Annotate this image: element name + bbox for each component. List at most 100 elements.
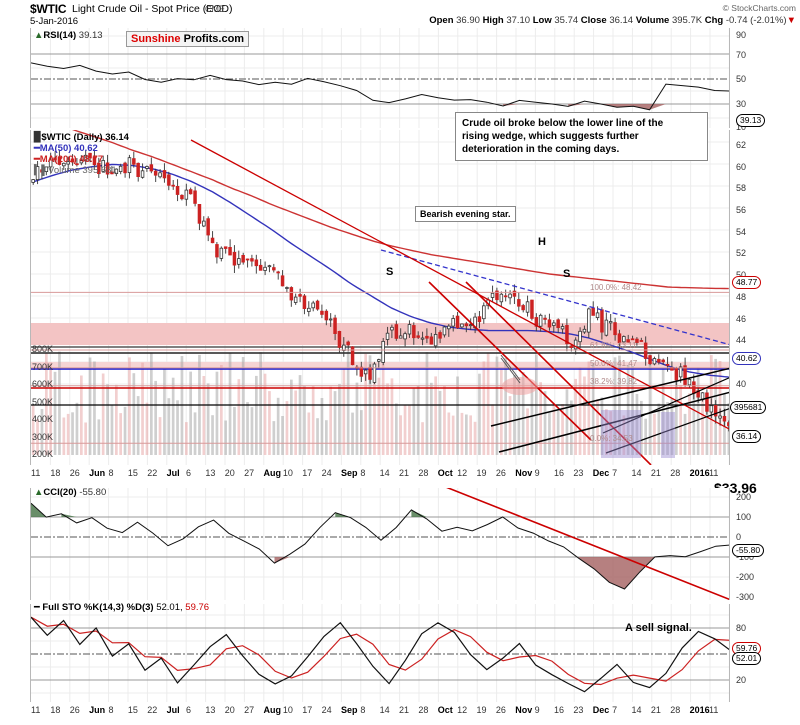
x-axis-tick-label: 26 (69, 705, 80, 715)
x-axis-tick-label: 14 (379, 705, 390, 715)
x-axis-tick-label: 13 (205, 468, 216, 478)
symbol-description: Light Crude Oil - Spot Price (EOD) (72, 3, 233, 15)
x-axis-tick-label: 8 (360, 468, 366, 478)
x-axis-tick-label: Jun (89, 705, 106, 715)
evening-star-highlight (502, 377, 538, 395)
sto-line-icon: ━ (34, 602, 40, 613)
ma200-value-tag: 48.77 (732, 276, 762, 289)
x-axis-tick-label: Jul (166, 705, 180, 715)
open-value: 36.90 (456, 15, 480, 26)
axis-tick-label: 200 (736, 492, 752, 502)
stockcharts-credit: © StockCharts.com (722, 3, 796, 13)
x-axis-tick-label: 23 (573, 468, 584, 478)
axis-tick-label: 48 (736, 291, 747, 302)
cci-legend-name: CCI(20) (43, 487, 77, 498)
axis-tick-label: 50 (736, 74, 747, 84)
axis-tick-label: 50 (736, 270, 746, 280)
low-label: Low (532, 15, 552, 26)
cci-panel: ▲CCI(20) -55.80 200 100 0 -100 -200 -300 -55.… (30, 487, 765, 602)
x-axis-tick-label: 28 (670, 468, 681, 478)
price-legend-row-2: ━MA(200) 48.77 (34, 154, 129, 165)
cci-sparkline-icon: ▲ (34, 487, 44, 498)
evening-star-annotation: Bearish evening star. (415, 206, 516, 222)
ohlc-quote-bar: Open 36.90 High 37.10 Low 35.74 Close 36… (429, 15, 796, 26)
low-value: 35.74 (554, 15, 579, 26)
x-axis-tick-label: 28 (670, 705, 681, 715)
volume-value: 395.7K (671, 15, 703, 26)
cci-legend-value: -55.80 (79, 487, 107, 498)
x-axis-tick-label: Jul (166, 468, 180, 478)
x-axis-tick-label: 6 (185, 468, 191, 478)
axis-tick-label: -100 (736, 552, 755, 562)
axis-tick-label: 70 (736, 50, 747, 60)
x-axis-tick-label: 28 (418, 468, 429, 478)
x-axis-tick-label: 14 (631, 705, 642, 715)
axis-tick-label: 40 (736, 378, 747, 389)
sto-legend: ━ Full STO %K(14,3) %D(3) 52.01, 59.76 (34, 602, 210, 613)
price-legend-value-0: 36.14 (105, 132, 129, 143)
axis-tick-label: 60 (736, 161, 747, 172)
pivot-label-left-shoulder: S (386, 266, 394, 278)
x-axis-tick-label: 8 (108, 468, 114, 478)
watermark-part1: Sunshine (131, 33, 181, 45)
axis-tick-label: 30 (736, 99, 747, 109)
x-axis-tick-label: 27 (244, 468, 255, 478)
x-axis-tick-label: 24 (321, 705, 332, 715)
price-legend-row-1: ━MA(50) 40.62 (34, 143, 129, 154)
axis-tick-label: 46 (736, 313, 747, 324)
axis-tick-label: 80 (736, 623, 747, 633)
ma50-swatch-icon: ━ (34, 143, 40, 154)
x-axis-tick-label: Oct (437, 705, 453, 715)
rsi-legend: ▲RSI(14) 39.13 (34, 30, 103, 41)
price-legend-name-3: Volume (48, 165, 80, 176)
axis-tick-label: 44 (736, 335, 747, 346)
close-label: Close (580, 15, 607, 26)
chg-value: -0.74 (-2.01%) (725, 15, 787, 26)
sto-chart-svg (31, 604, 729, 702)
price-chart-svg (31, 130, 729, 465)
axis-tick-label: 90 (736, 30, 747, 40)
sunshine-profits-watermark: Sunshine Profits.com (126, 31, 250, 47)
high-label: High (482, 15, 504, 26)
x-axis-tick-label: 11 (709, 705, 719, 715)
x-axis-tick-label: 21 (399, 705, 410, 715)
x-axis-tick-label: 19 (476, 468, 487, 478)
x-axis-tick-label: 10 (282, 468, 293, 478)
axis-tick-label: 800K (32, 344, 54, 354)
x-axis-tick-label: 24 (321, 468, 332, 478)
sto-plot-area (30, 604, 730, 702)
x-axis: 11 18 26 Jun 8 15 22 Jul 6 13 20 27 Aug 10 17 24 Sep 8 14 2… (30, 466, 730, 482)
x-axis-tick-label: 20 (224, 468, 235, 478)
x-axis-tick-label: 2016 (689, 468, 710, 478)
rsi-sparkline-icon: ▲ (34, 30, 44, 41)
open-label: Open (429, 15, 454, 26)
x-axis-tick-label: 26 (495, 705, 506, 715)
cci-chart-svg (31, 488, 729, 600)
x-axis-tick-label: 11 (31, 705, 41, 715)
chg-label: Chg (704, 15, 724, 26)
watermark-part2: Profits.com (183, 33, 245, 45)
x-axis-tick-label: Aug (263, 468, 281, 478)
pivot-label-right-shoulder: S (563, 268, 571, 280)
x-axis-tick-label: 19 (476, 705, 487, 715)
axis-tick-label: 56 (736, 205, 747, 216)
sto-legend-name: Full STO %K(14,3) %D(3) (42, 602, 154, 613)
x-axis-tick-label: 7 (612, 468, 618, 478)
x-axis-tick-label: Oct (437, 468, 453, 478)
axis-tick-label: 58 (736, 183, 747, 194)
symbol-exchange: CME (205, 4, 225, 14)
x-axis-tick-label: 14 (379, 468, 390, 478)
x-axis-tick-label: 28 (418, 705, 429, 715)
sto-legend-value-d: 59.76 (185, 602, 210, 613)
high-value: 37.10 (506, 15, 531, 26)
x-axis-tick-label: 6 (185, 705, 191, 715)
x-axis-tick-label: 10 (282, 705, 293, 715)
x-axis-tick-label: 2016 (689, 705, 710, 715)
x-axis-tick-label: 11 (709, 468, 719, 478)
price-legend-name-1: MA(50) (39, 143, 72, 154)
x-axis-tick-label: 21 (650, 468, 661, 478)
x-axis-tick-label: 15 (127, 468, 138, 478)
x-axis-tick-label: 20 (224, 705, 235, 715)
price-legend-name-2: MA(200) (39, 154, 77, 165)
main-annotation: Crude oil broke below the lower line of … (455, 112, 708, 161)
